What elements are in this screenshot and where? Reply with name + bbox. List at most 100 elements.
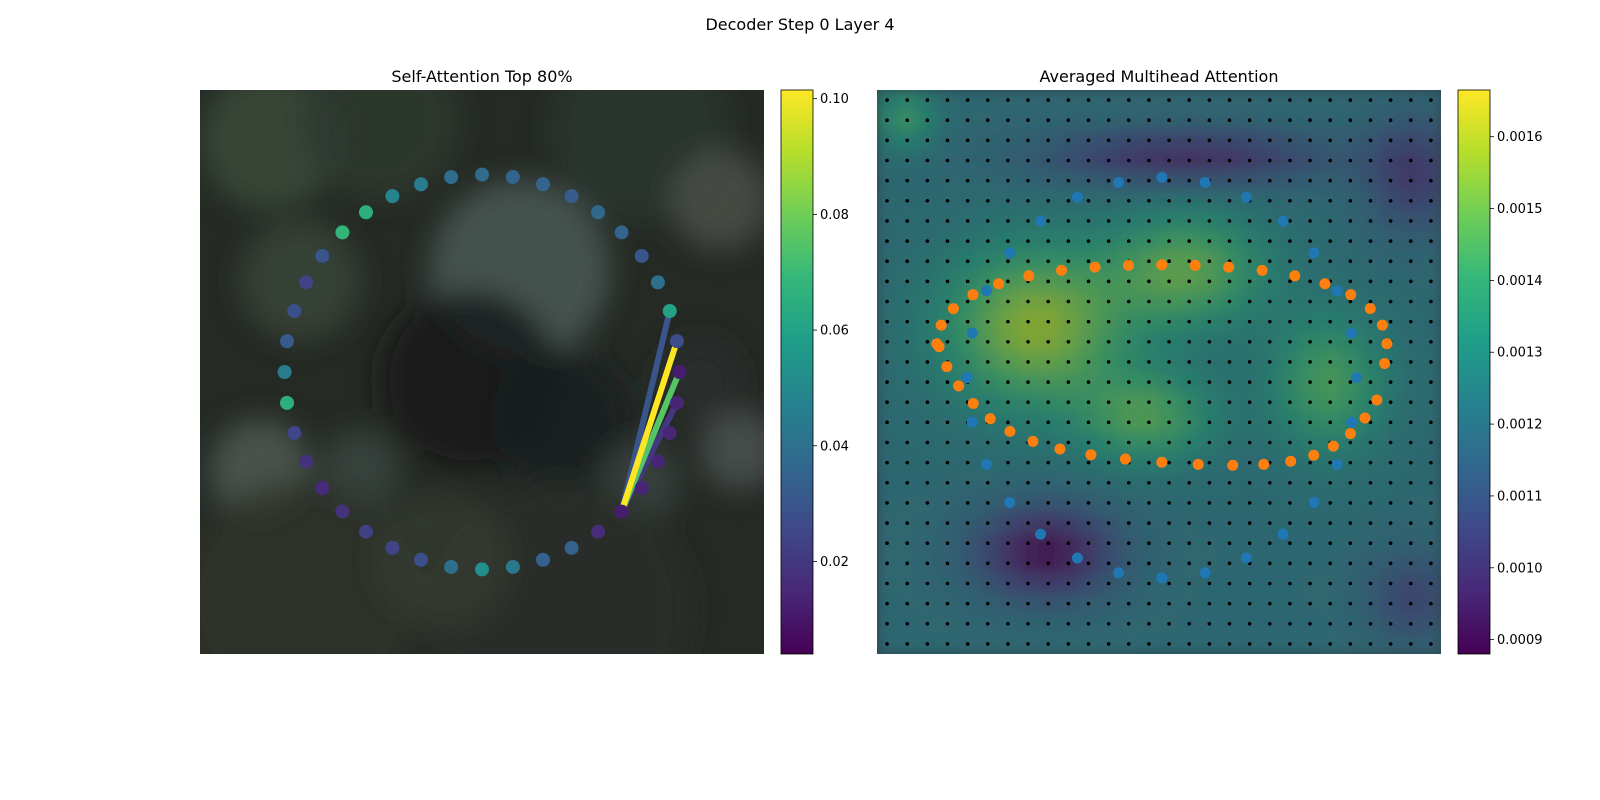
sampling-point [1256,264,1268,276]
colorbar-tick-label: 0.0011 [1497,489,1543,504]
attention-lines [618,310,683,513]
sampling-point [984,413,996,425]
attention-point [277,365,292,379]
attention-point [662,304,677,319]
reference-point [1199,567,1211,579]
reference-point [1071,191,1083,203]
sampling-point [1344,428,1356,440]
attention-point [335,504,350,519]
sampling-point [1376,319,1388,331]
multihead-title: Averaged Multihead Attention [1040,67,1279,86]
reference-points [961,171,1362,584]
colorbar-tick-label: 0.0010 [1497,561,1543,576]
reference-point [1277,215,1289,227]
attention-point [444,559,459,574]
attention-point [299,454,314,469]
sampling-point [967,289,979,301]
attention-point [650,275,665,290]
multihead-panel: Averaged Multihead Attention 0.0009 0.001… [877,67,1543,655]
attention-point [669,395,684,410]
attention-point [475,562,489,577]
colorbar-tick-label: 0.0016 [1497,130,1543,145]
sampling-point [1123,259,1135,271]
reference-point [966,416,978,428]
self-attention-colorbar: 0.02 0.04 0.06 0.08 0.10 [780,89,849,655]
colorbar-tick-label: 0.0015 [1497,202,1543,217]
attention-point [358,205,373,220]
attention-point [505,170,520,185]
sampling-point [1379,358,1391,370]
reference-point [1346,416,1358,428]
reference-point [1277,528,1289,540]
attention-point [614,504,629,519]
sampling-point [941,361,953,373]
sampling-point [1156,259,1168,271]
self-attention-title: Self-Attention Top 80% [391,67,572,86]
sampling-point [953,380,965,392]
sampling-point [1319,278,1331,290]
attention-point [535,177,550,192]
reference-point [1035,528,1047,540]
reference-grid-dots [885,98,1433,646]
sampling-point [947,303,959,315]
sampling-point [1004,425,1016,437]
colorbar-ticks: 0.0009 0.0010 0.0011 0.0012 0.0013 0.0014 0.00… [1490,130,1543,648]
sampling-point [1156,456,1168,468]
sampling-point [1364,303,1376,315]
multihead-colorbar: 0.0009 0.0010 0.0011 0.0012 0.0013 0.0014 0.00… [1457,89,1543,655]
attention-point [287,425,302,440]
colorbar-tick-label: 0.02 [820,555,849,570]
attention-point [280,334,295,349]
sampling-point [1227,459,1239,471]
sampling-point [1054,443,1066,455]
sampling-point [1192,458,1204,470]
attention-point [614,225,629,240]
sampling-point [1223,261,1235,273]
sampling-point [1023,270,1035,282]
reference-point [1199,176,1211,188]
reference-point [981,459,993,471]
reference-point [1035,215,1047,227]
sampling-point [931,338,943,350]
attention-point [475,167,489,182]
attention-point [444,170,459,185]
reference-point [981,285,993,297]
attention-point [299,275,314,290]
attention-point [385,540,400,555]
attention-point [505,559,520,574]
attention-point [591,205,606,220]
reference-point [1156,171,1168,183]
attention-points [277,167,687,577]
colorbar-tick-label: 0.0012 [1497,418,1543,433]
attention-point [564,189,579,204]
colorbar-tick-label: 0.08 [820,208,849,223]
reference-point [1113,176,1125,188]
background-image-texture [200,90,764,654]
colorbar-tick-label: 0.0013 [1497,346,1543,361]
attention-point [535,552,550,567]
reference-point [1004,496,1016,508]
sampling-point [1258,458,1270,470]
attention-point [634,248,649,263]
sampling-point [1119,453,1131,465]
attention-point [385,189,400,204]
reference-point [1071,552,1083,564]
sampling-point [1327,440,1339,452]
colorbar-tick-label: 0.10 [820,92,849,107]
sampling-point [1027,435,1039,447]
attention-point [672,365,687,379]
attention-point [315,248,330,263]
colorbar-ticks: 0.02 0.04 0.06 0.08 0.10 [813,92,849,570]
sampling-point [967,397,979,409]
sampling-point [1308,449,1320,461]
colorbar-tick-label: 0.06 [820,324,849,339]
attention-point [591,524,606,539]
attention-point [662,425,677,440]
sampling-point [1371,394,1383,406]
attention-point [335,225,350,240]
reference-point [1240,191,1252,203]
attention-point [564,540,579,555]
sampling-point [1055,264,1067,276]
attention-point [414,177,429,192]
